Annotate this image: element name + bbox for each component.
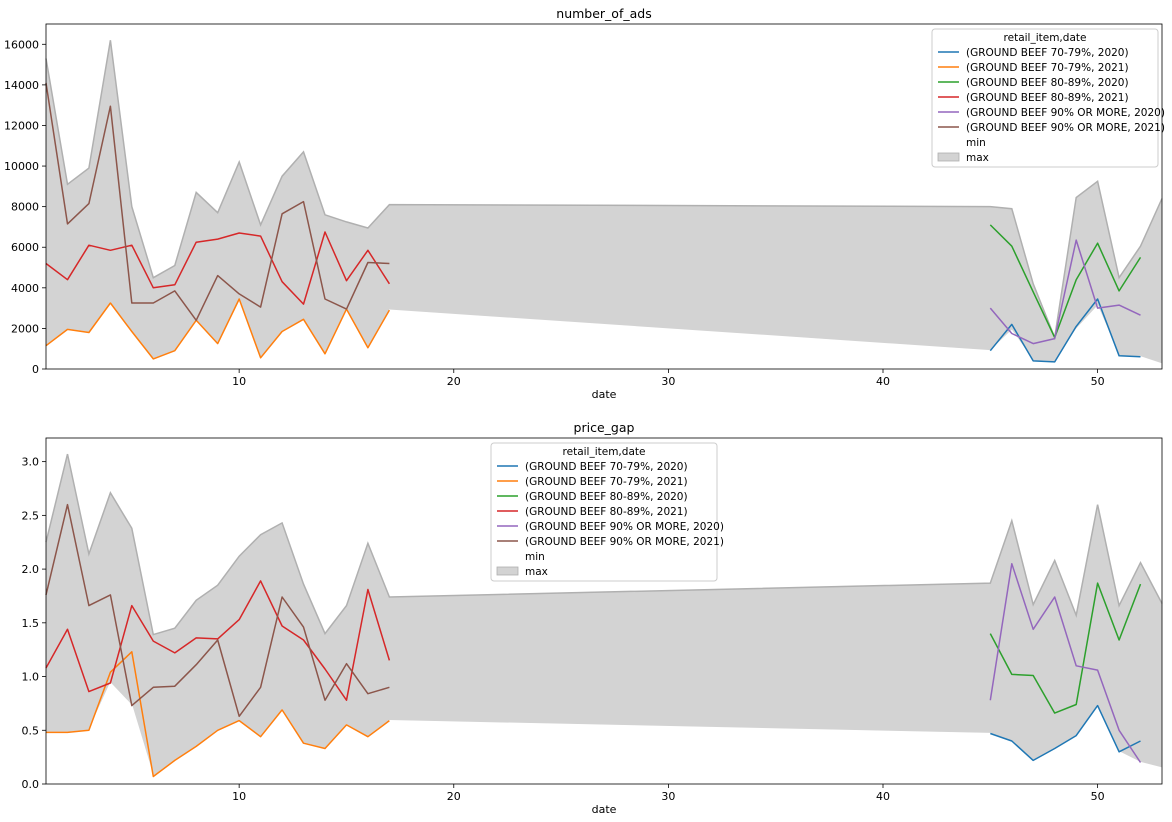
series-line-5 <box>45 503 390 718</box>
legend-label-max: max <box>525 566 548 578</box>
legend-label: (GROUND BEEF 80-89%, 2020) <box>525 491 688 503</box>
x-tick-label: 20 <box>447 375 461 388</box>
legend-label-min: min <box>966 137 986 149</box>
series-line-4 <box>989 239 1141 345</box>
x-tick-label: 10 <box>232 790 246 803</box>
x-axis-label: date <box>592 803 617 816</box>
series-line-1 <box>45 298 391 360</box>
x-axis-label: date <box>592 388 617 401</box>
legend-label: (GROUND BEEF 70-79%, 2020) <box>525 461 688 473</box>
chart-title: number_of_ads <box>556 6 651 21</box>
y-tick-label: 6000 <box>11 241 39 254</box>
legend-label: (GROUND BEEF 80-89%, 2020) <box>966 77 1129 89</box>
series-line-5 <box>45 82 390 322</box>
y-tick-label: 1.0 <box>22 671 40 684</box>
legend-title: retail_item,date <box>563 446 646 458</box>
y-tick-label: 16000 <box>4 38 39 51</box>
legend-label: (GROUND BEEF 70-79%, 2021) <box>525 476 688 488</box>
x-tick-label: 20 <box>447 790 461 803</box>
axes-frame <box>45 23 1163 370</box>
band-fill <box>46 40 1162 364</box>
legend-label: (GROUND BEEF 70-79%, 2021) <box>966 62 1129 74</box>
series-line-4 <box>989 562 1142 763</box>
series-line-0 <box>990 704 1141 762</box>
legend-handle-max <box>496 566 519 576</box>
series-line-2 <box>989 582 1142 714</box>
legend-box <box>931 28 1159 168</box>
series-line-2 <box>989 224 1142 339</box>
y-tick-label: 4000 <box>11 282 39 295</box>
legend-label: (GROUND BEEF 80-89%, 2021) <box>525 506 688 518</box>
legend: retail_item,date (GROUND BEEF 70-79%, 202… <box>931 28 1165 168</box>
y-tick-label: 8000 <box>11 201 39 214</box>
x-tick-label: 10 <box>232 375 246 388</box>
y-tick-label: 3.0 <box>22 456 40 469</box>
x-tick-label: 40 <box>876 375 890 388</box>
x-tick-label: 50 <box>1091 790 1105 803</box>
legend: retail_item,date (GROUND BEEF 70-79%, 202… <box>490 442 724 582</box>
band-fill <box>46 454 1162 777</box>
legend-label-min: min <box>525 551 545 563</box>
y-tick-label: 2.5 <box>22 509 40 522</box>
legend-label-max: max <box>966 152 989 164</box>
chart-number-of-ads: 10 20 30 40 50 0 2000 4000 6000 8000 10000 12000 140… <box>4 6 1165 401</box>
y-tick-label: 14000 <box>4 79 39 92</box>
y-tick-label: 2000 <box>11 322 39 335</box>
y-tick-label: 10000 <box>4 160 39 173</box>
x-tick-label: 30 <box>661 790 675 803</box>
legend-label: (GROUND BEEF 90% OR MORE, 2021) <box>966 122 1165 134</box>
y-tick-label: 0.5 <box>22 724 40 737</box>
x-tick-label: 40 <box>876 790 890 803</box>
band-max-line <box>45 40 1163 341</box>
legend-label: (GROUND BEEF 70-79%, 2020) <box>966 47 1129 59</box>
band-max-line <box>45 453 1163 636</box>
legend-box <box>490 442 718 582</box>
series-line-1 <box>46 651 390 778</box>
legend-label: (GROUND BEEF 90% OR MORE, 2021) <box>525 536 724 548</box>
y-tick-label: 2.0 <box>22 563 40 576</box>
x-tick-label: 30 <box>661 375 675 388</box>
axes-frame <box>45 437 1163 785</box>
y-tick-label: 0 <box>32 363 39 376</box>
x-tick-label: 50 <box>1091 375 1105 388</box>
legend-label: (GROUND BEEF 80-89%, 2021) <box>966 92 1129 104</box>
series-line-3 <box>45 231 391 305</box>
chart-title: price_gap <box>574 420 635 435</box>
series-line-3 <box>45 580 391 701</box>
legend-handle-max <box>937 152 960 162</box>
legend-label: (GROUND BEEF 90% OR MORE, 2020) <box>525 521 724 533</box>
y-tick-label: 12000 <box>4 119 39 132</box>
legend-title: retail_item,date <box>1004 32 1087 44</box>
y-tick-label: 0.0 <box>22 778 40 791</box>
chart-price-gap: 10 20 30 40 50 0.0 0.5 1.0 1.5 2.0 2.5 3.0 price_gap… <box>22 420 1163 816</box>
y-tick-label: 1.5 <box>22 617 40 630</box>
series-line-0 <box>989 298 1141 363</box>
legend-label: (GROUND BEEF 90% OR MORE, 2020) <box>966 107 1165 119</box>
